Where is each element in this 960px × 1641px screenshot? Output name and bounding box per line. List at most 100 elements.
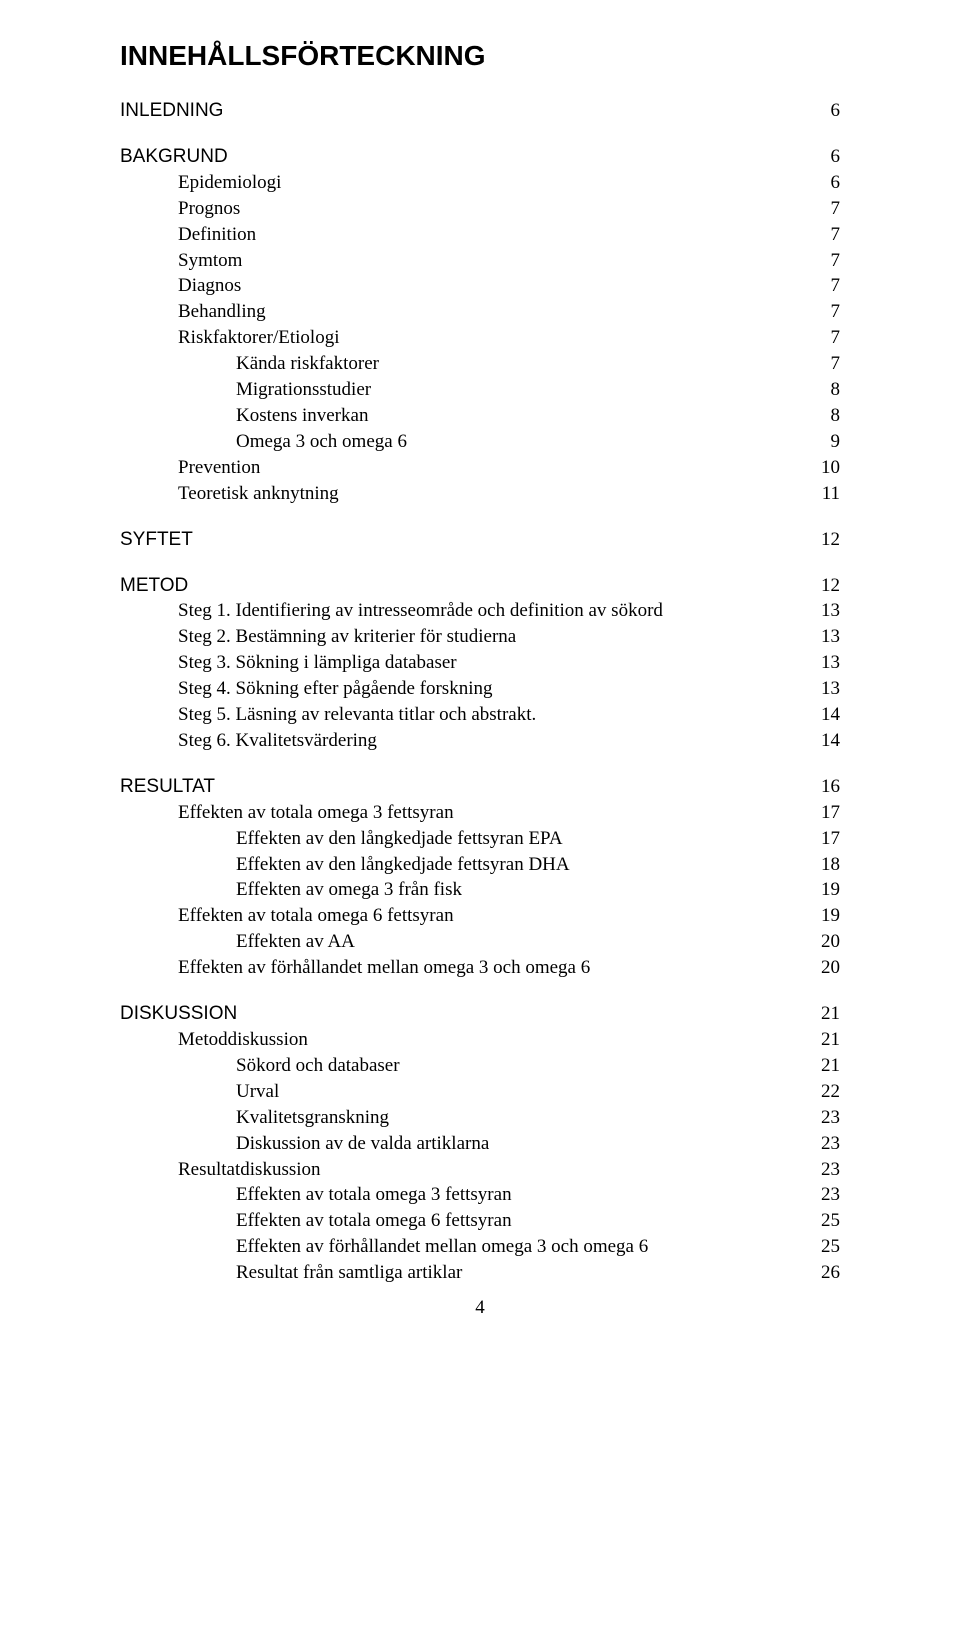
document-title: INNEHÅLLSFÖRTECKNING — [120, 40, 840, 72]
toc-page: 6 — [810, 146, 840, 168]
toc-page: 10 — [810, 457, 840, 479]
page-number: 4 — [120, 1297, 840, 1319]
toc-row: Migrationsstudier 8 — [120, 379, 840, 401]
toc-row: BAKGRUND 6 — [120, 146, 840, 168]
toc-label: Effekten av den långkedjade fettsyran EP… — [120, 828, 563, 850]
toc-row: Steg 6. Kvalitetsvärdering 14 — [120, 730, 840, 752]
toc-row: Diskussion av de valda artiklarna23 — [120, 1133, 840, 1155]
toc-page: 11 — [810, 483, 840, 505]
toc-row: Effekten av totala omega 3 fettsyran23 — [120, 1184, 840, 1206]
toc-row: Diagnos7 — [120, 275, 840, 297]
toc-row: Steg 3. Sökning i lämpliga databaser 13 — [120, 652, 840, 674]
toc-row: Urval 22 — [120, 1081, 840, 1103]
toc-label: Steg 2. Bestämning av kriterier för stud… — [120, 626, 516, 648]
toc-label: Steg 1. Identifiering av intresseområde … — [120, 600, 663, 622]
toc-row: Behandling 7 — [120, 301, 840, 323]
toc-row: Effekten av totala omega 6 fettsyran 19 — [120, 905, 840, 927]
toc-page: 23 — [810, 1159, 840, 1181]
toc-row: INLEDNING 6 — [120, 100, 840, 122]
toc-label: Teoretisk anknytning — [120, 483, 339, 505]
toc-label: Prognos — [120, 198, 240, 220]
toc-label: Urval — [120, 1081, 279, 1103]
toc-label: Symtom — [120, 250, 242, 272]
toc-label: Steg 6. Kvalitetsvärdering — [120, 730, 377, 752]
toc-row: Effekten av förhållandet mellan omega 3 … — [120, 957, 840, 979]
toc-page: 19 — [810, 879, 840, 901]
toc-page: 6 — [810, 172, 840, 194]
toc-row: Effekten av omega 3 från fisk19 — [120, 879, 840, 901]
toc-page: 13 — [810, 600, 840, 622]
toc-page: 9 — [810, 431, 840, 453]
toc-row: Epidemiologi6 — [120, 172, 840, 194]
toc-label: Kvalitetsgranskning — [120, 1107, 389, 1129]
toc-row: Effekten av totala omega 3 fettsyran17 — [120, 802, 840, 824]
toc-label: Migrationsstudier — [120, 379, 371, 401]
toc-page: 25 — [810, 1236, 840, 1258]
toc-row: Teoretisk anknytning 11 — [120, 483, 840, 505]
toc-label: SYFTET — [120, 529, 193, 551]
toc-page: 12 — [810, 575, 840, 597]
toc-label: Effekten av totala omega 6 fettsyran — [120, 1210, 512, 1232]
toc-page: 7 — [810, 250, 840, 272]
toc-page: 8 — [810, 379, 840, 401]
toc-label: Effekten av förhållandet mellan omega 3 … — [120, 957, 590, 979]
section-spacer — [120, 756, 840, 776]
toc-label: Behandling — [120, 301, 266, 323]
toc-label: Effekten av förhållandet mellan omega 3 … — [120, 1236, 648, 1258]
table-of-contents: INLEDNING6BAKGRUND6Epidemiologi6Prognos7… — [120, 100, 840, 1285]
toc-page: 6 — [810, 100, 840, 122]
toc-page: 7 — [810, 327, 840, 349]
toc-row: Steg 4. Sökning efter pågående forskning… — [120, 678, 840, 700]
toc-label: Resultat från samtliga artiklar — [120, 1262, 462, 1284]
toc-page: 16 — [810, 776, 840, 798]
toc-page: 20 — [810, 931, 840, 953]
toc-row: Steg 1. Identifiering av intresseområde … — [120, 600, 840, 622]
toc-label: Diskussion av de valda artiklarna — [120, 1133, 489, 1155]
toc-label: Effekten av totala omega 3 fettsyran — [120, 802, 454, 824]
toc-page: 7 — [810, 301, 840, 323]
section-spacer — [120, 509, 840, 529]
toc-row: Effekten av AA20 — [120, 931, 840, 953]
toc-label: BAKGRUND — [120, 146, 228, 168]
toc-row: Metoddiskussion 21 — [120, 1029, 840, 1051]
toc-row: DISKUSSION21 — [120, 1003, 840, 1025]
section-spacer — [120, 126, 840, 146]
toc-row: SYFTET12 — [120, 529, 840, 551]
toc-row: Steg 2. Bestämning av kriterier för stud… — [120, 626, 840, 648]
toc-label: DISKUSSION — [120, 1003, 237, 1025]
toc-page: 13 — [810, 652, 840, 674]
toc-label: Definition — [120, 224, 256, 246]
toc-row: Kvalitetsgranskning23 — [120, 1107, 840, 1129]
toc-page: 14 — [810, 730, 840, 752]
toc-label: Kostens inverkan — [120, 405, 368, 427]
toc-page: 26 — [810, 1262, 840, 1284]
toc-page: 18 — [810, 854, 840, 876]
section-spacer — [120, 555, 840, 575]
toc-row: Effekten av totala omega 6 fettsyran 25 — [120, 1210, 840, 1232]
toc-label: Metoddiskussion — [120, 1029, 308, 1051]
toc-row: Riskfaktorer/Etiologi7 — [120, 327, 840, 349]
toc-page: 13 — [810, 626, 840, 648]
toc-page: 19 — [810, 905, 840, 927]
toc-row: Kända riskfaktorer7 — [120, 353, 840, 375]
toc-page: 20 — [810, 957, 840, 979]
toc-page: 7 — [810, 224, 840, 246]
toc-page: 13 — [810, 678, 840, 700]
toc-label: Steg 4. Sökning efter pågående forskning — [120, 678, 492, 700]
toc-label: Effekten av den långkedjade fettsyran DH… — [120, 854, 570, 876]
toc-label: METOD — [120, 575, 188, 597]
toc-page: 21 — [810, 1029, 840, 1051]
toc-row: Resultat från samtliga artiklar 26 — [120, 1262, 840, 1284]
toc-row: Effekten av förhållandet mellan omega 3 … — [120, 1236, 840, 1258]
toc-label: Effekten av totala omega 3 fettsyran — [120, 1184, 512, 1206]
section-spacer — [120, 983, 840, 1003]
toc-label: INLEDNING — [120, 100, 223, 122]
toc-label: Effekten av totala omega 6 fettsyran — [120, 905, 454, 927]
toc-label: Steg 3. Sökning i lämpliga databaser — [120, 652, 457, 674]
toc-page: 25 — [810, 1210, 840, 1232]
toc-row: Kostens inverkan8 — [120, 405, 840, 427]
toc-page: 22 — [810, 1081, 840, 1103]
toc-label: Sökord och databaser — [120, 1055, 400, 1077]
toc-row: Symtom 7 — [120, 250, 840, 272]
toc-row: Sökord och databaser21 — [120, 1055, 840, 1077]
